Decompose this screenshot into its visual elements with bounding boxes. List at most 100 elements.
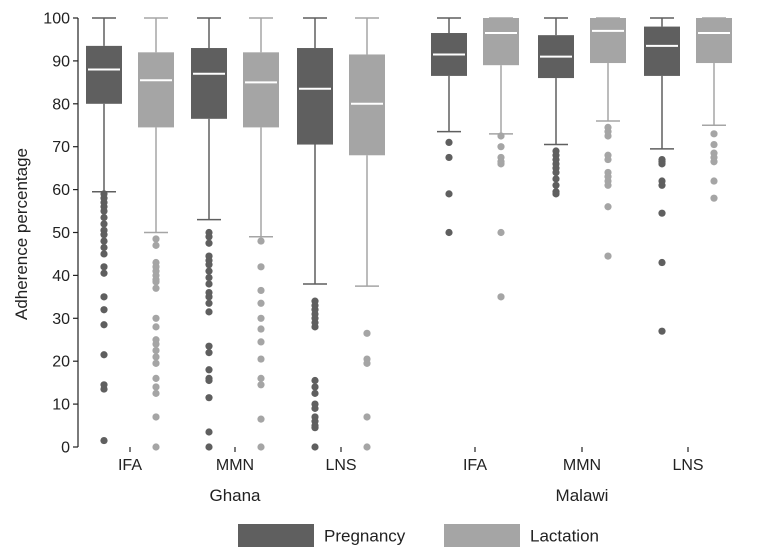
outlier-point	[257, 237, 265, 245]
outlier-point	[205, 293, 213, 301]
legend-label-pregnancy: Pregnancy	[324, 527, 406, 546]
outlier-point	[604, 155, 612, 164]
outlier-point	[257, 338, 265, 346]
outlier-point	[658, 209, 666, 217]
outlier-point	[100, 306, 108, 314]
outlier-point	[257, 381, 265, 389]
box-lactation-ghana-ifa	[138, 17, 174, 451]
iqr-box	[483, 18, 519, 66]
y-tick-label: 10	[52, 397, 70, 414]
outlier-point	[257, 325, 265, 333]
outlier-point	[710, 140, 718, 149]
outlier-point	[205, 233, 213, 241]
outlier-point	[152, 323, 160, 331]
outlier-point	[363, 413, 371, 421]
y-axis: 0 10 20 30 40 50 60 70 80 90 100	[43, 11, 79, 457]
x-axis: IFA MMN LNS Ghana IFA MMN LNS Malawi	[118, 447, 704, 505]
outlier-point	[152, 235, 160, 243]
outlier-point	[257, 415, 265, 423]
y-tick-label: 60	[52, 182, 70, 199]
iqr-box	[696, 18, 732, 64]
box-lactation-ghana-mmn	[243, 17, 279, 451]
outlier-point	[205, 443, 213, 451]
outlier-point	[152, 340, 160, 348]
outlier-point	[100, 269, 108, 277]
y-tick-label: 40	[52, 268, 70, 285]
outlier-point	[552, 168, 560, 177]
outlier-point	[152, 314, 160, 322]
outlier-point	[152, 383, 160, 391]
outlier-point	[152, 413, 160, 421]
box-pregnancy-ghana-mmn	[191, 17, 227, 451]
outlier-point	[257, 374, 265, 382]
outlier-point	[604, 132, 612, 140]
outlier-point	[658, 181, 666, 189]
iqr-box	[644, 26, 680, 76]
outlier-point	[100, 237, 108, 245]
outlier-point	[205, 349, 213, 357]
x-tick-label: MMN	[216, 457, 254, 474]
iqr-box	[86, 45, 122, 104]
outlier-point	[205, 273, 213, 282]
outlier-point	[497, 160, 505, 168]
box-plot-area	[86, 17, 732, 451]
outlier-point	[100, 243, 108, 252]
outlier-point	[205, 308, 213, 316]
outlier-point	[100, 213, 108, 222]
outlier-point	[658, 258, 666, 267]
outlier-point	[152, 284, 160, 292]
outlier-point	[445, 190, 453, 198]
outlier-point	[152, 241, 160, 249]
y-tick-label: 0	[61, 440, 70, 457]
outlier-point	[497, 143, 505, 151]
box-pregnancy-ghana-lns	[297, 17, 333, 451]
outlier-point	[152, 359, 160, 367]
outlier-point	[257, 355, 265, 363]
x-tick-label: LNS	[325, 457, 356, 474]
outlier-point	[205, 299, 213, 307]
outlier-point	[445, 138, 453, 147]
outlier-point	[552, 175, 560, 183]
outlier-point	[311, 323, 319, 331]
outlier-point	[257, 443, 265, 451]
box-pregnancy-malawi-ifa	[431, 17, 467, 237]
outlier-point	[205, 261, 213, 269]
box-lactation-ghana-lns	[349, 17, 385, 451]
outlier-point	[100, 293, 108, 301]
outlier-point	[152, 389, 160, 397]
outlier-point	[311, 424, 319, 432]
box-pregnancy-malawi-mmn	[538, 17, 574, 198]
box-pregnancy-malawi-lns	[644, 17, 680, 335]
y-tick-label: 90	[52, 53, 70, 70]
outlier-point	[100, 263, 108, 271]
outlier-point	[311, 443, 319, 451]
outlier-point	[205, 239, 213, 247]
outlier-point	[710, 158, 718, 166]
outlier-point	[152, 374, 160, 382]
iqr-box	[297, 48, 333, 145]
outlier-point	[257, 299, 265, 307]
outlier-point	[710, 177, 718, 185]
outlier-point	[604, 252, 612, 260]
outlier-point	[100, 220, 108, 228]
x-tick-label: IFA	[118, 457, 142, 474]
x-tick-label: IFA	[463, 457, 487, 474]
legend-label-lactation: Lactation	[530, 527, 599, 546]
outlier-point	[257, 263, 265, 271]
y-axis-title: Adherence percentage	[12, 148, 31, 320]
outlier-point	[100, 385, 108, 393]
outlier-point	[205, 342, 213, 350]
outlier-point	[311, 389, 319, 397]
country-label: Ghana	[209, 486, 261, 505]
legend-swatch-pregnancy	[238, 524, 314, 547]
box-lactation-malawi-mmn	[590, 17, 626, 260]
x-tick-label: MMN	[563, 457, 601, 474]
outlier-point	[445, 153, 453, 162]
outlier-point	[363, 443, 371, 451]
outlier-point	[311, 404, 319, 412]
y-tick-label: 30	[52, 311, 70, 328]
y-tick-label: 70	[52, 139, 70, 156]
outlier-point	[257, 314, 265, 322]
outlier-point	[445, 228, 453, 237]
